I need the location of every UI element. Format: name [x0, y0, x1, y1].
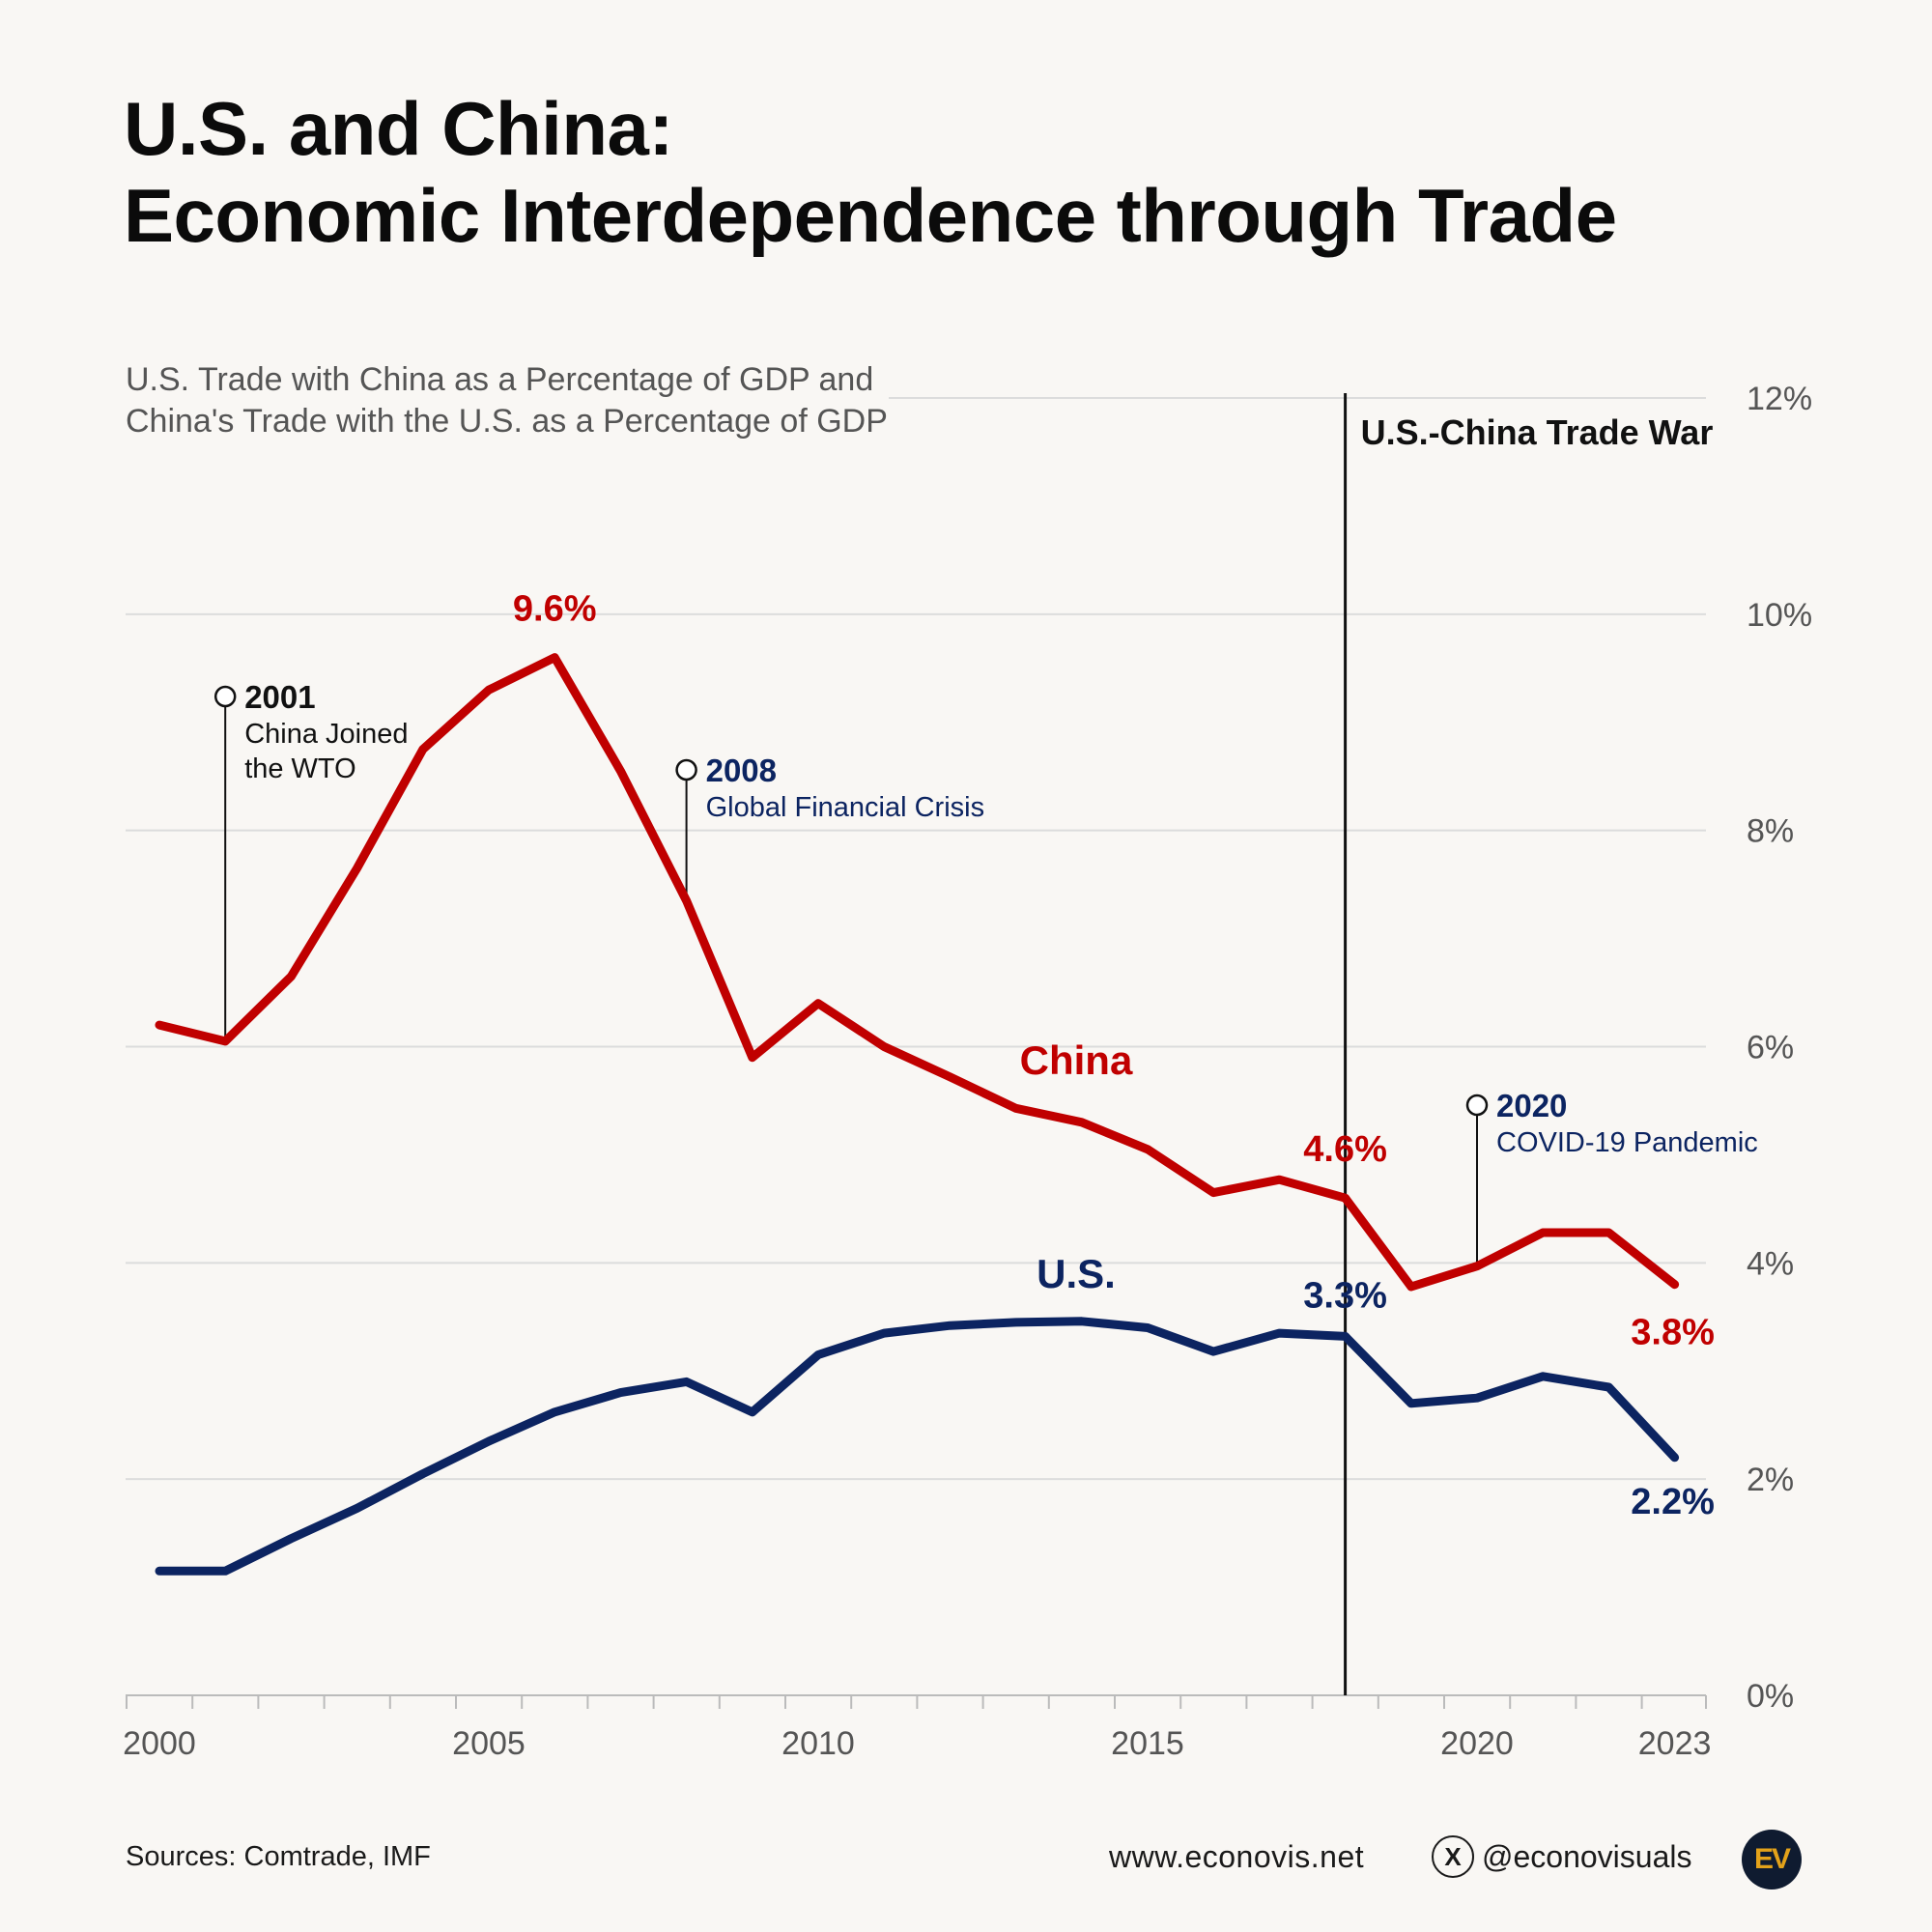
data-label-us-2018: 3.3% [1303, 1275, 1387, 1316]
subtitle-line-1: U.S. Trade with China as a Percentage of… [126, 361, 874, 398]
series-label-china: China [1020, 1037, 1133, 1083]
data-label-us-2023: 2.2% [1631, 1482, 1715, 1522]
x-tick-label-2005: 2005 [452, 1725, 526, 1762]
annotation-text-2008-0: Global Financial Crisis [706, 792, 985, 823]
y-tick-label-0: 0% [1747, 1678, 1794, 1715]
title-line-2: Economic Interdependence through Trade [124, 173, 1617, 258]
y-tick-label-10: 10% [1747, 597, 1812, 634]
annotation-text-2020-0: COVID-19 Pandemic [1496, 1127, 1758, 1158]
x-tick-label-2023: 2023 [1638, 1725, 1712, 1762]
data-label-china-2018: 4.6% [1303, 1129, 1387, 1170]
x-tick-label-2010: 2010 [781, 1725, 855, 1762]
x-tick-label-2000: 2000 [123, 1725, 196, 1762]
chart-title: U.S. and China: Economic Interdependence… [124, 85, 1617, 259]
chart-subtitle: U.S. Trade with China as a Percentage of… [126, 359, 888, 442]
annotation-pin-2001 [213, 685, 237, 708]
y-tick-label-2: 2% [1747, 1462, 1794, 1498]
y-tick-label-4: 4% [1747, 1245, 1794, 1282]
series-line-china [155, 653, 1680, 1292]
trade-war-label: U.S.-China Trade War [1361, 412, 1714, 452]
annotation-year-2020: 2020 [1496, 1088, 1567, 1123]
y-tick-label-6: 6% [1747, 1030, 1794, 1066]
annotation-pin-2008 [675, 758, 697, 781]
y-tick-label-12: 12% [1747, 381, 1812, 417]
series-line-us [155, 1317, 1680, 1576]
sources-note: Sources: Comtrade, IMF [126, 1841, 431, 1872]
econovis-logo: EV [1742, 1830, 1802, 1889]
x-tick-label-2020: 2020 [1440, 1725, 1514, 1762]
x-logo-icon: X [1432, 1835, 1474, 1878]
data-label-china-2023: 3.8% [1631, 1313, 1715, 1353]
social-handle[interactable]: X @econovisuals [1432, 1835, 1691, 1878]
y-tick-label-8: 8% [1747, 813, 1794, 850]
title-line-1: U.S. and China: [124, 86, 673, 171]
data-label-china-2006: 9.6% [513, 589, 597, 630]
annotation-year-2001: 2001 [244, 679, 315, 715]
annotation-text-2001-1: the WTO [244, 753, 356, 784]
annotation-year-2008: 2008 [706, 753, 777, 788]
social-handle-text: @econovisuals [1482, 1838, 1692, 1874]
x-tick-label-2015: 2015 [1111, 1725, 1184, 1762]
annotation-text-2001-0: China Joined [244, 719, 408, 750]
annotation-pin-2020 [1465, 1094, 1489, 1117]
subtitle-line-2: China's Trade with the U.S. as a Percent… [126, 403, 888, 440]
website-link[interactable]: www.econovis.net [1109, 1839, 1365, 1874]
series-label-us: U.S. [1037, 1251, 1116, 1296]
